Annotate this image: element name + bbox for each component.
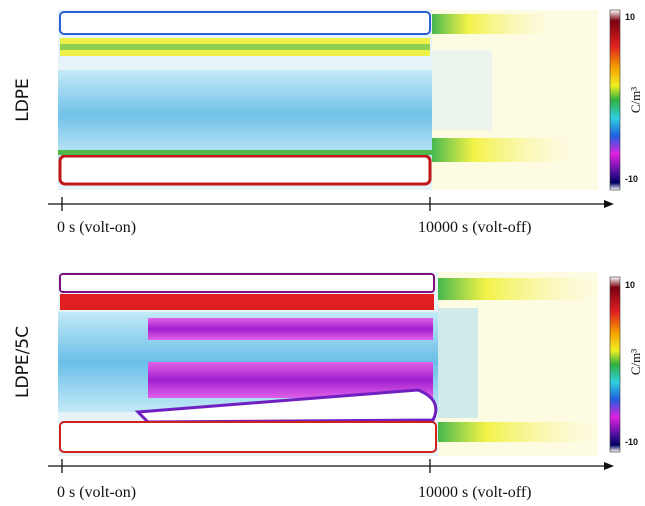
heatmap (58, 272, 598, 456)
panel-label: LDPE (13, 78, 33, 122)
end-label: 10000 s (volt-off) (418, 219, 531, 236)
end-label: 10000 s (volt-off) (418, 484, 531, 501)
colorbar-max: 10 (625, 280, 635, 290)
panel-label: LDPE/5C (13, 326, 33, 398)
colorbar-min: -10 (625, 437, 638, 447)
start-label: 0 s (volt-on) (57, 484, 136, 501)
heatmap (58, 10, 598, 190)
colorbar (610, 10, 620, 190)
colorbar-max: 10 (625, 12, 635, 22)
figure: 10 -10 C/m³ 10 -10 C/m³ LDPE LDPE/5C 0 s… (0, 0, 645, 506)
colorbar-unit: C/m³ (628, 87, 643, 113)
colorbar-min: -10 (625, 174, 638, 184)
colorbar (610, 277, 620, 452)
colorbar-unit: C/m³ (628, 349, 643, 375)
start-label: 0 s (volt-on) (57, 219, 136, 236)
